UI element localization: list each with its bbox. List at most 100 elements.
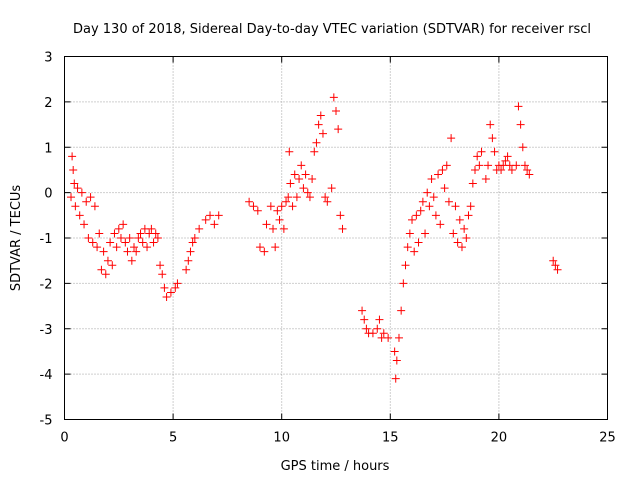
data-point [403,243,412,252]
data-point [457,243,466,252]
x-axis-label: GPS time / hours [281,459,390,474]
data-point [410,247,419,256]
data-point [501,156,510,165]
data-point [481,175,490,184]
data-point [69,165,78,174]
data-point [136,229,145,238]
data-point [158,270,167,279]
data-point [290,170,299,179]
x-tick-label: 0 [60,431,68,446]
data-point [156,261,165,270]
data-point [486,120,495,129]
data-point [440,184,449,193]
data-point [286,179,295,188]
data-point [503,152,512,161]
data-point [425,202,434,211]
data-point [453,238,462,247]
data-point [206,211,215,220]
data-point [182,265,191,274]
data-point [497,165,506,174]
data-point [214,211,223,220]
data-point [434,170,443,179]
data-point [103,256,112,265]
data-point [125,234,134,242]
data-point [269,224,278,233]
data-point [138,238,147,247]
data-point [553,265,562,274]
data-point [412,211,421,220]
data-point [77,188,86,197]
data-point [82,197,91,206]
data-point [444,197,453,206]
data-point [299,184,308,193]
data-point [75,211,84,220]
data-point [110,229,119,238]
data-point [468,179,477,188]
y-tick-label: -5 [40,414,53,429]
data-point [314,120,323,129]
data-point [360,315,369,324]
data-point [149,238,158,247]
axis-ticks [64,56,608,420]
data-point [310,147,319,156]
data-point [394,333,403,342]
y-axis-label: SDTVAR / TECUs [9,185,24,292]
data-point [423,188,432,197]
data-point [507,165,516,174]
data-point [119,220,128,229]
data-point [184,256,193,265]
data-point [334,125,343,134]
data-point [418,197,427,206]
data-point [160,283,169,292]
data-point [73,184,82,193]
data-point [284,193,293,202]
data-point [397,306,406,315]
data-point [466,202,475,211]
data-point [488,134,497,143]
data-point [68,152,77,161]
data-point [108,261,117,270]
data-point [297,161,306,170]
data-point [399,279,408,288]
data-point [210,220,219,229]
y-tick-label: -2 [40,277,53,292]
data-point [80,220,89,229]
y-tick-label: -1 [40,232,53,247]
data-point [147,224,156,233]
data-point [88,238,97,247]
data-point [405,229,414,238]
x-tick-label: 15 [382,431,399,446]
data-point [162,292,171,301]
data-point [166,288,175,297]
data-point [427,175,436,184]
data-point [303,188,312,197]
data-point [477,147,486,156]
data-point [188,238,197,247]
data-point [186,247,195,256]
data-point [171,283,180,292]
data-point [121,238,130,247]
data-point [99,247,108,256]
data-point [460,224,469,233]
data-point [421,229,430,238]
data-point [292,193,301,202]
data-point [516,120,525,129]
data-point [391,374,400,383]
data-point [86,193,95,202]
data-point [551,261,560,270]
data-point [462,234,471,242]
data-point [301,170,310,179]
data-point [490,147,499,156]
data-point [358,306,367,315]
data-point [308,175,317,184]
data-point [512,161,521,170]
x-axis-tick-labels: 0 5 10 15 20 25 [60,431,615,446]
data-point [70,179,79,188]
data-point [93,243,102,252]
data-point [114,224,123,233]
data-point [277,202,286,211]
data-point [285,147,294,156]
y-tick-label: 0 [44,187,52,202]
data-point [471,165,480,174]
